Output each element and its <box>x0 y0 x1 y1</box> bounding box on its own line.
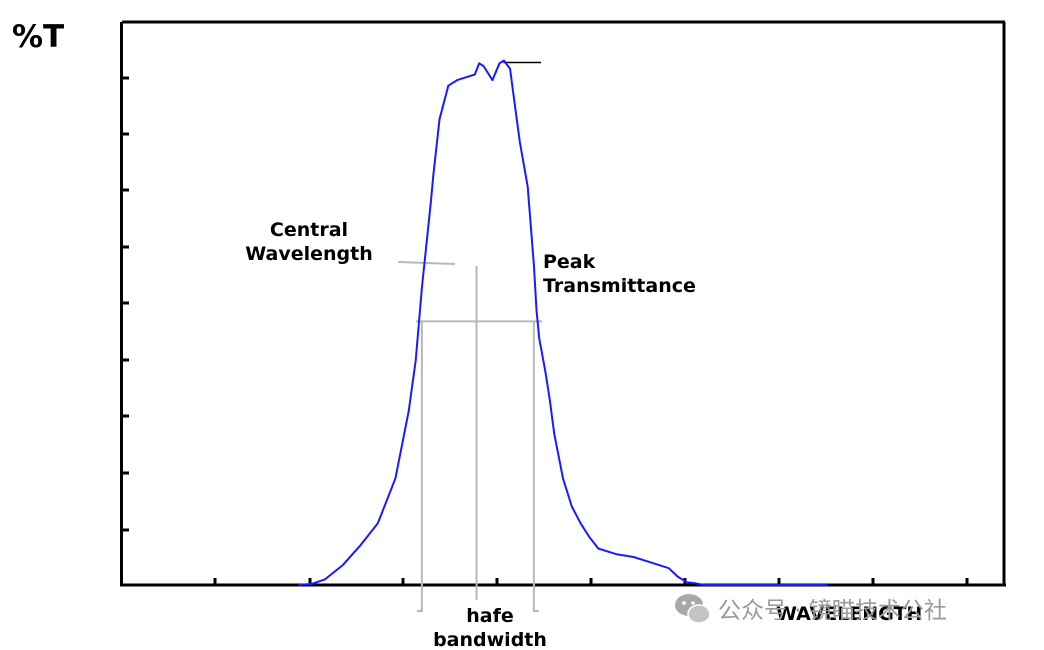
peak-transmittance-label: Peak Transmittance <box>543 251 696 297</box>
wechat-icon <box>675 594 711 624</box>
annotation-guides <box>397 61 542 612</box>
half-bandwidth-label: hafe bandwidth <box>433 605 547 650</box>
chart-frame <box>120 20 1006 587</box>
x-axis-ticks <box>213 578 969 585</box>
transmittance-curve <box>298 59 828 586</box>
y-axis-ticks <box>121 76 129 532</box>
y-axis-label: %T <box>12 19 64 55</box>
watermark-text: 公众号 · 镜瞄技术公社 <box>718 598 947 624</box>
x-axis-label: WAVELENGTH <box>776 603 922 625</box>
central-wavelength-label: Central Wavelength <box>245 219 373 265</box>
watermark: 公众号 · 镜瞄技术公社 <box>675 594 947 624</box>
central-wavelength-leader <box>397 261 456 265</box>
